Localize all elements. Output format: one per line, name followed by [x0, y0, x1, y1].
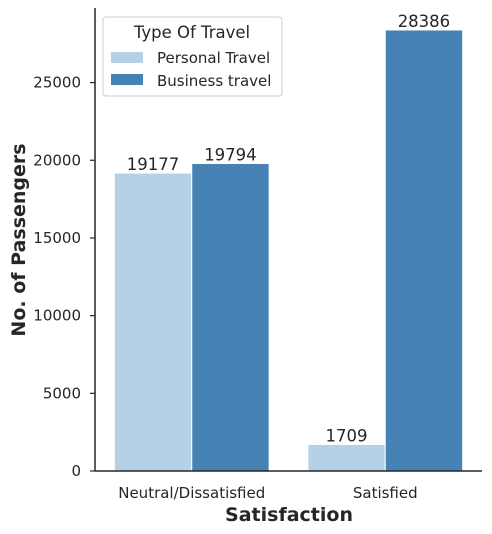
legend-frame [102, 16, 283, 97]
y-axis-ticks: 0 5000 10000 15000 20000 25000 [33, 74, 95, 480]
y-axis-title: No. of Passengers [8, 143, 30, 336]
legend-swatch-business-travel [111, 74, 143, 85]
data-label-business-travel-neutral-dissatisfied: 19794 [204, 145, 257, 164]
x-axis-title: Satisfaction [225, 504, 353, 526]
bar-business-travel-neutral-dissatisfied [191, 162, 270, 472]
y-tick-label-5000: 5000 [43, 384, 81, 402]
legend-label-personal-travel: Personal Travel [157, 49, 270, 67]
bar-personal-travel-satisfied [307, 443, 386, 472]
y-tick-label-0: 0 [71, 462, 81, 480]
x-axis-ticks: Neutral/Dissatisfied Satisfied [118, 484, 417, 502]
legend-swatch-personal-travel [111, 52, 143, 63]
y-tick-label-10000: 10000 [33, 307, 81, 325]
data-labels-group: 19177 19794 1709 28386 [127, 12, 450, 445]
bar-personal-travel-neutral-dissatisfied [113, 172, 193, 472]
legend: Type Of Travel Personal Travel Business … [102, 16, 283, 97]
data-label-personal-travel-satisfied: 1709 [326, 426, 368, 445]
x-tick-label-satisfied: Satisfied [353, 484, 418, 502]
legend-title: Type Of Travel [133, 23, 250, 42]
y-tick-label-20000: 20000 [33, 151, 81, 169]
bars-group [113, 29, 464, 472]
x-tick-label-neutral-dissatisfied: Neutral/Dissatisfied [118, 484, 265, 502]
data-label-personal-travel-neutral-dissatisfied: 19177 [127, 155, 180, 174]
data-label-business-travel-satisfied: 28386 [398, 12, 451, 31]
legend-label-business-travel: Business travel [157, 72, 271, 90]
y-tick-label-25000: 25000 [33, 74, 81, 92]
bar-business-travel-satisfied [384, 29, 464, 472]
y-tick-label-15000: 15000 [33, 229, 81, 247]
